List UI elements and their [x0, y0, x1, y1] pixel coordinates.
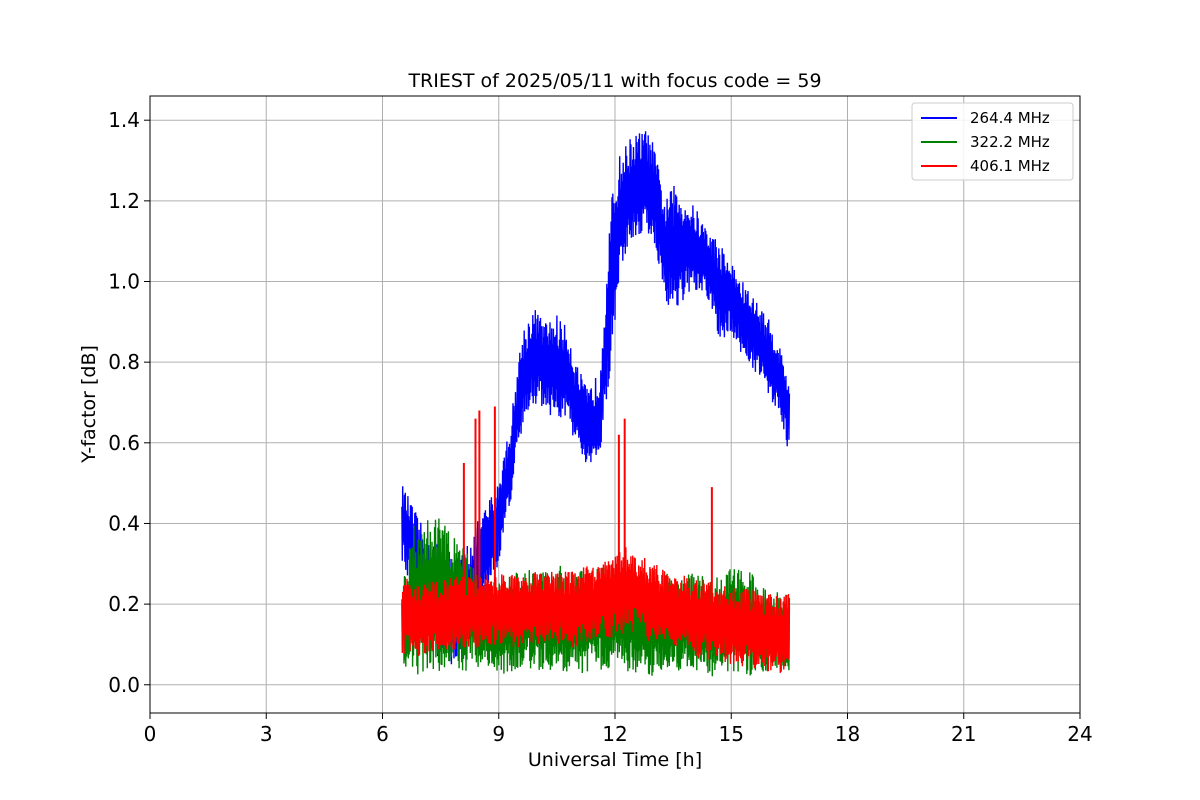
legend-box — [911, 102, 1074, 181]
y-tick-label: 0.8 — [108, 350, 140, 374]
x-tick-label: 12 — [602, 722, 627, 746]
x-tick-label: 15 — [719, 722, 744, 746]
x-tick-label: 18 — [835, 722, 860, 746]
x-tick-label: 24 — [1067, 722, 1092, 746]
x-tick-label: 3 — [260, 722, 273, 746]
y-tick-label: 0.4 — [108, 511, 140, 535]
legend-label: 322.2 MHz — [970, 133, 1050, 151]
series-line-406-1-mhz — [401, 547, 791, 673]
series-406-1-mhz — [401, 406, 791, 673]
y-tick-label: 0.0 — [108, 673, 140, 697]
y-tick-label: 0.6 — [108, 431, 140, 455]
y-tick-label: 1.0 — [108, 270, 140, 294]
x-tick-label: 21 — [951, 722, 976, 746]
legend: 264.4 MHz 322.2 MHz 406.1 MHz — [911, 102, 1074, 181]
grid-layer — [149, 96, 1081, 713]
x-tick-label: 6 — [376, 722, 389, 746]
legend-label: 264.4 MHz — [970, 109, 1050, 127]
x-tick-label: 9 — [492, 722, 505, 746]
y-tick-label: 1.4 — [108, 108, 140, 132]
y-axis-label: Y-factor [dB] — [78, 345, 100, 464]
x-axis-label: Universal Time [h] — [528, 749, 702, 771]
ticks-layer: 0 3 6 9 12 15 18 21 24 0.0 0.2 0.4 0.6 0.8 1.0 1.2 1.4 — [108, 108, 1093, 746]
series-layer — [401, 131, 791, 677]
y-tick-label: 1.2 — [108, 189, 140, 213]
y-tick-label: 0.2 — [108, 592, 140, 616]
x-tick-label: 0 — [144, 722, 157, 746]
chart-title: TRIEST of 2025/05/11 with focus code = 5… — [407, 70, 821, 92]
legend-label: 406.1 MHz — [970, 157, 1050, 175]
